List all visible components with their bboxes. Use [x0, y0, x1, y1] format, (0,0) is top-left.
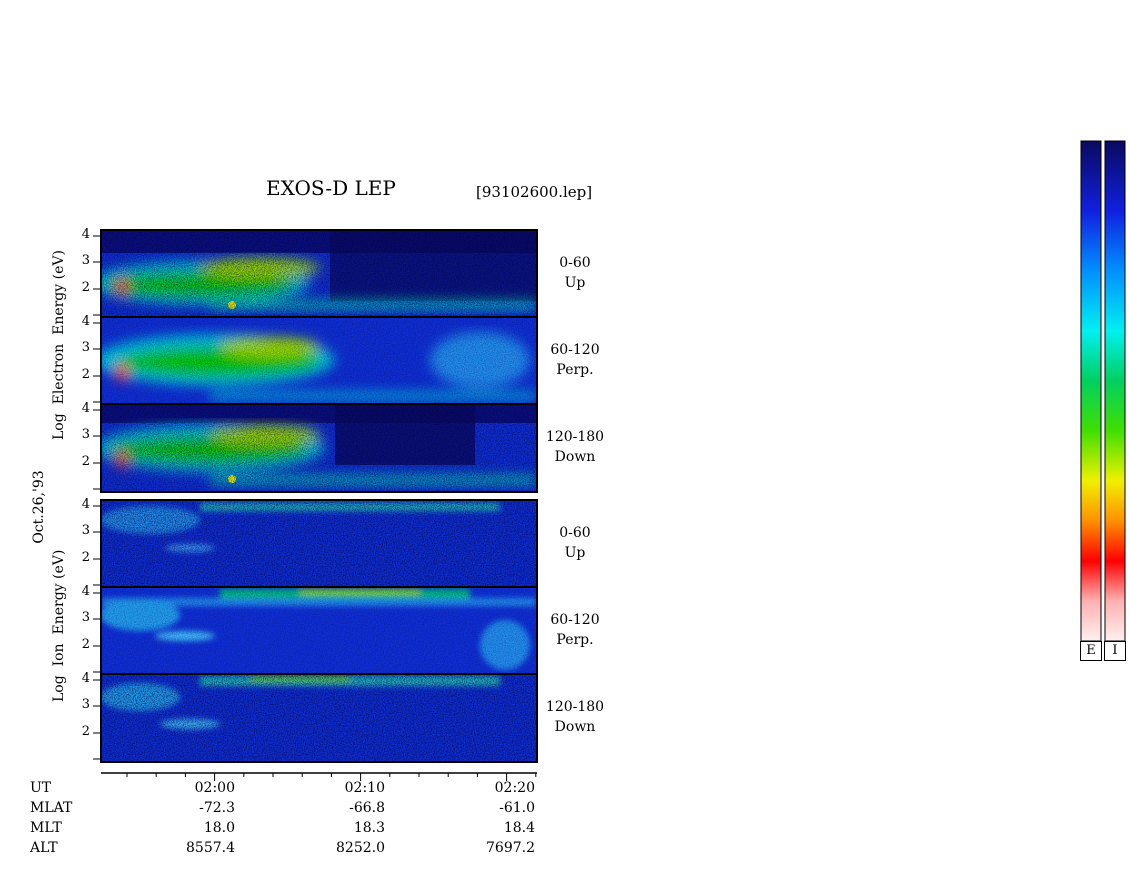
alt-value: 8252.0: [336, 840, 385, 856]
angle-range-label: 60-120: [550, 612, 600, 628]
ion-perp-panel: [102, 588, 536, 674]
ion-y-label: Log Ion Energy (eV): [51, 549, 67, 702]
file-name: [93102600.lep]: [476, 183, 593, 201]
ut-row-label: UT: [30, 780, 52, 796]
ion-panel-label-5: 120-180 Down: [540, 697, 610, 737]
mlt-value: 18.0: [203, 820, 235, 836]
y-tick-label: 3: [81, 253, 90, 268]
electron-colorbar-label: E: [1080, 641, 1102, 661]
y-tick-label: 3: [81, 523, 90, 538]
y-tick-label: 2: [81, 550, 90, 565]
time-tick-marks: [126, 773, 537, 781]
direction-label: Down: [554, 449, 596, 465]
y-tick-label: 2: [81, 637, 90, 652]
y-tick-label: 2: [81, 454, 90, 469]
y-tick-marks: [93, 235, 101, 760]
mlt-row-label: MLT: [30, 820, 62, 836]
electron-up-panel: [102, 231, 536, 317]
y-tick-label: 2: [81, 367, 90, 382]
y-tick-label: 2: [81, 280, 90, 295]
y-tick-label: 3: [81, 610, 90, 625]
mlt-value: 18.4: [503, 820, 535, 836]
electron-panel-label-1: 60-120 Perp.: [540, 340, 610, 380]
ut-value: 02:20: [494, 780, 535, 796]
direction-label: Perp.: [556, 362, 594, 378]
electron-panel-label-0: 0-60 Up: [540, 253, 610, 293]
alt-value: 8557.4: [186, 840, 235, 856]
mlat-value: -72.3: [199, 800, 235, 816]
y-tick-label: 4: [81, 497, 90, 512]
ion-colorbar: [1104, 140, 1126, 642]
electron-y-label: Log Electron Energy (eV): [51, 250, 67, 440]
chart-title: EXOS-D LEP: [266, 176, 396, 200]
mlt-value: 18.3: [353, 820, 385, 836]
y-tick-label: 2: [81, 724, 90, 739]
y-tick-label: 4: [81, 584, 90, 599]
ion-up-panel: [102, 501, 536, 587]
y-tick-label: 4: [81, 671, 90, 686]
ut-value: 02:00: [194, 780, 235, 796]
angle-range-label: 60-120: [550, 342, 600, 358]
y-tick-label: 3: [81, 340, 90, 355]
ion-down-panel: [102, 675, 536, 761]
ion-panel-label-4: 60-120 Perp.: [540, 610, 610, 650]
angle-range-label: 120-180: [545, 429, 605, 445]
mlat-value: -66.8: [349, 800, 385, 816]
mlat-row-label: MLAT: [30, 800, 73, 816]
direction-label: Up: [564, 275, 586, 291]
direction-label: Perp.: [556, 632, 594, 648]
alt-value: 7697.2: [486, 840, 535, 856]
panel-frames: [100, 229, 538, 763]
ion-colorbar-label: I: [1104, 641, 1126, 661]
direction-label: Down: [554, 719, 596, 735]
electron-colorbar: [1080, 140, 1102, 642]
y-tick-label: 4: [81, 227, 90, 242]
electron-panel-label-2: 120-180 Down: [540, 427, 610, 467]
direction-label: Up: [564, 545, 586, 561]
angle-range-label: 120-180: [545, 699, 605, 715]
ut-value: 02:10: [344, 780, 385, 796]
y-tick-label: 3: [81, 697, 90, 712]
y-tick-label: 4: [81, 401, 90, 416]
electron-down-panel: [102, 405, 536, 491]
electron-perp-panel: [102, 318, 536, 404]
mlat-value: -61.0: [499, 800, 535, 816]
alt-row-label: ALT: [30, 840, 58, 856]
y-tick-label: 3: [81, 427, 90, 442]
date-label: Oct.26,'93: [31, 470, 47, 544]
angle-range-label: 0-60: [559, 255, 591, 271]
ion-panel-label-3: 0-60 Up: [540, 523, 610, 563]
y-tick-label: 4: [81, 314, 90, 329]
angle-range-label: 0-60: [559, 525, 591, 541]
